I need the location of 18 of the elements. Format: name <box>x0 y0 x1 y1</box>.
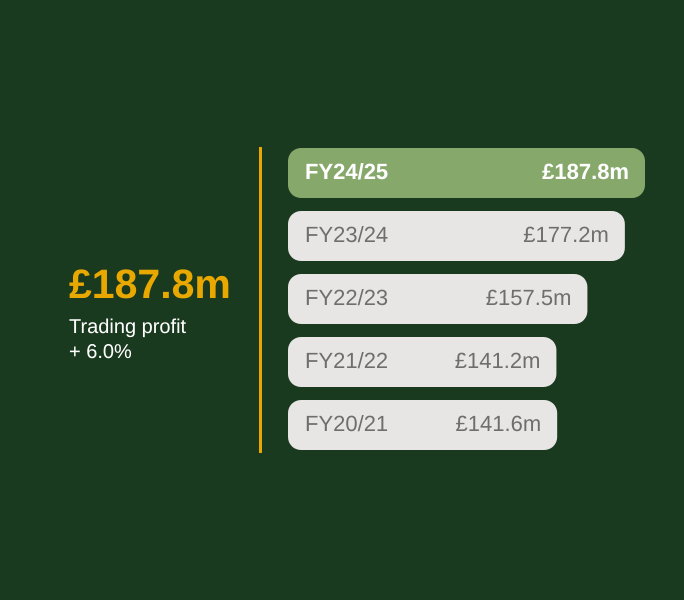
y-tick-label: FY21/22 <box>305 348 388 374</box>
bar <box>288 336 556 388</box>
data-label: £141.6m <box>456 411 542 436</box>
bar <box>288 210 625 262</box>
text: Trading profit <box>69 316 187 338</box>
data-label: £141.2m <box>454 348 540 374</box>
bar <box>288 274 588 324</box>
text: + 6.0% <box>69 341 132 363</box>
data-label: £177.2m <box>523 222 609 248</box>
bar <box>288 148 645 198</box>
y-tick-label: FY20/21 <box>305 411 388 436</box>
y-tick-label: FY23/24 <box>305 222 388 248</box>
data-label: £157.5m <box>486 285 572 310</box>
data-label: £187.8m <box>542 159 629 184</box>
y-tick-label: FY22/23 <box>305 285 388 310</box>
bar <box>288 400 558 450</box>
text: £187.8m <box>69 261 231 307</box>
y-tick-label: FY24/25 <box>305 159 388 184</box>
